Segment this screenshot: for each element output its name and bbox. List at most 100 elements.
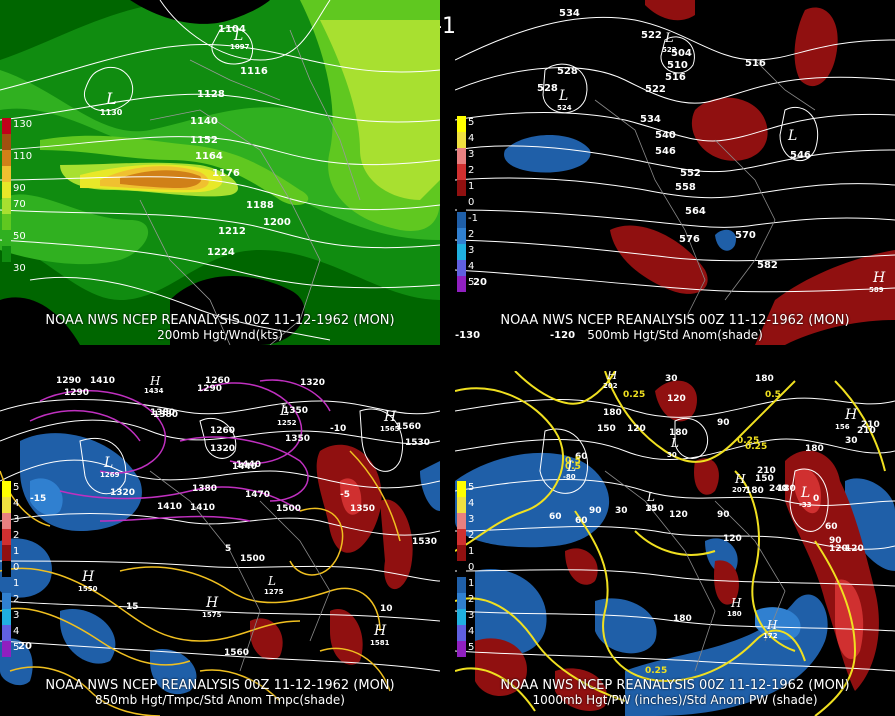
caption-title: NOAA NWS NCEP REANALYSIS 00Z 11-12-1962 …: [500, 678, 850, 693]
legend-label: 4: [468, 626, 475, 637]
map-500mb: 534 528 522 504 510 516 522 528 534 540 …: [455, 0, 895, 345]
legend-swatch: [2, 118, 11, 134]
contour-label: 504: [671, 48, 692, 59]
legend-label: 4: [468, 261, 475, 272]
caption-500mb: NOAA NWS NCEP REANALYSIS 00Z 11-12-1962 …: [455, 314, 895, 343]
legend-entry: 70: [2, 198, 36, 214]
contour-label: 120: [845, 544, 864, 554]
legend-entry: 3: [457, 513, 491, 529]
legend-label: 3: [468, 149, 475, 160]
legend-entry: 0: [2, 561, 36, 577]
contour-label: 1104: [218, 24, 246, 35]
contour-label: 1140: [190, 116, 218, 127]
low-marker: L: [279, 403, 289, 419]
contour-label: 0.25: [645, 666, 667, 676]
low-marker: L: [103, 455, 113, 471]
legend-label: 2: [13, 530, 20, 541]
longitude-label: -130: [455, 330, 480, 341]
contour-label: 1290: [197, 384, 222, 394]
contour-label: 1410: [90, 376, 115, 386]
contour-label: 1440: [236, 460, 261, 470]
contour-label: 1440: [232, 462, 257, 472]
legend-label: 3: [468, 514, 475, 525]
high-marker: H: [373, 623, 387, 639]
legend-entry: 2: [457, 164, 491, 180]
legend-850mb: 5 4 3 2 1 0 1 2 3 4 5: [2, 481, 36, 657]
contour-label: 30: [845, 436, 858, 446]
contour-label: 522: [645, 84, 666, 95]
contour-label: 180: [669, 428, 688, 438]
contour-label: 210: [857, 426, 876, 436]
contour-label: 60: [575, 516, 588, 526]
map-850mb: 1290 1410 1290 1380 1260 1320 1350 1260 …: [0, 371, 440, 716]
low-marker: L: [105, 89, 117, 108]
legend-entry: 0: [457, 561, 491, 577]
contour-label: 570: [735, 230, 756, 241]
contour-label: 1152: [190, 135, 218, 146]
contour-label: 1530: [405, 438, 430, 448]
contour-label: 120: [627, 424, 646, 434]
contour-label: 1290: [56, 376, 81, 386]
high-marker: H: [383, 409, 397, 425]
contour-label: 534: [640, 114, 661, 125]
low-value: 522: [662, 46, 677, 54]
legend-label: 4: [468, 498, 475, 509]
contour-label: 576: [679, 234, 700, 245]
contour-label: 5: [225, 544, 231, 554]
legend-entry: 4: [457, 260, 491, 276]
legend-label: 2: [468, 594, 475, 605]
legend-swatch: [457, 132, 466, 148]
contour-label: 150: [645, 504, 664, 514]
legend-label: 1: [468, 578, 475, 589]
legend-entry: 3: [2, 609, 36, 625]
contour-label: 1380: [192, 484, 217, 494]
legend-swatch: [457, 593, 466, 609]
legend-swatch: [457, 529, 466, 545]
legend-label: 1: [468, 181, 475, 192]
high-marker: H: [205, 595, 219, 611]
contour-label: 582: [757, 260, 778, 271]
contour-label: 120: [667, 394, 686, 404]
contour-label: 1560: [224, 648, 249, 658]
legend-label: 4: [13, 626, 20, 637]
legend-swatch: [457, 148, 466, 164]
legend-label: 5: [13, 482, 20, 493]
contour-label: 90: [589, 506, 602, 516]
caption-title: NOAA NWS NCEP REANALYSIS 00Z 11-12-1962 …: [45, 313, 395, 328]
contour-label: 1500: [276, 504, 301, 514]
high-value: 172: [763, 632, 778, 640]
contour-label: 528: [537, 83, 558, 94]
contour-label: 1560: [396, 422, 421, 432]
low-marker: L: [670, 436, 679, 450]
contour-label: 180: [745, 486, 764, 496]
caption-subtitle: 200mb Hgt/Wnd(kts): [157, 328, 283, 342]
legend-entry: 4: [2, 497, 36, 513]
legend-swatch: [457, 196, 466, 212]
low-marker: L: [787, 128, 797, 144]
legend-entry: -1: [457, 212, 491, 228]
contour-label: 1530: [412, 537, 437, 547]
contour-label: 1116: [240, 66, 268, 77]
contour-label: 1200: [263, 217, 291, 228]
high-value: 202: [603, 382, 618, 390]
low-value: -80: [563, 473, 576, 481]
legend-entry: 50: [2, 230, 36, 246]
contour-label: 558: [675, 182, 696, 193]
low-value: 1275: [264, 588, 284, 596]
legend-entry: 4: [457, 497, 491, 513]
contour-label: 150: [755, 474, 774, 484]
map-1000mb: 30 0.25 120 180 150 90 180 120 0.25 0.5 …: [455, 371, 895, 716]
contour-label: 1260: [205, 376, 230, 386]
legend-label: 1: [13, 578, 20, 589]
contour-label: 546: [790, 150, 811, 161]
legend-entry: 110: [2, 150, 36, 166]
contour-label: 0: [813, 494, 819, 504]
caption-subtitle: 850mb Hgt/Tmpc/Std Anom Tmpc(shade): [95, 693, 345, 707]
legend-swatch: [2, 166, 11, 182]
legend-swatch: [2, 262, 11, 278]
legend-swatch: [457, 625, 466, 641]
low-value: 33: [647, 504, 657, 512]
legend-entry: 1: [457, 577, 491, 593]
legend-label: 4: [468, 133, 475, 144]
low-value: 1097: [230, 43, 250, 51]
